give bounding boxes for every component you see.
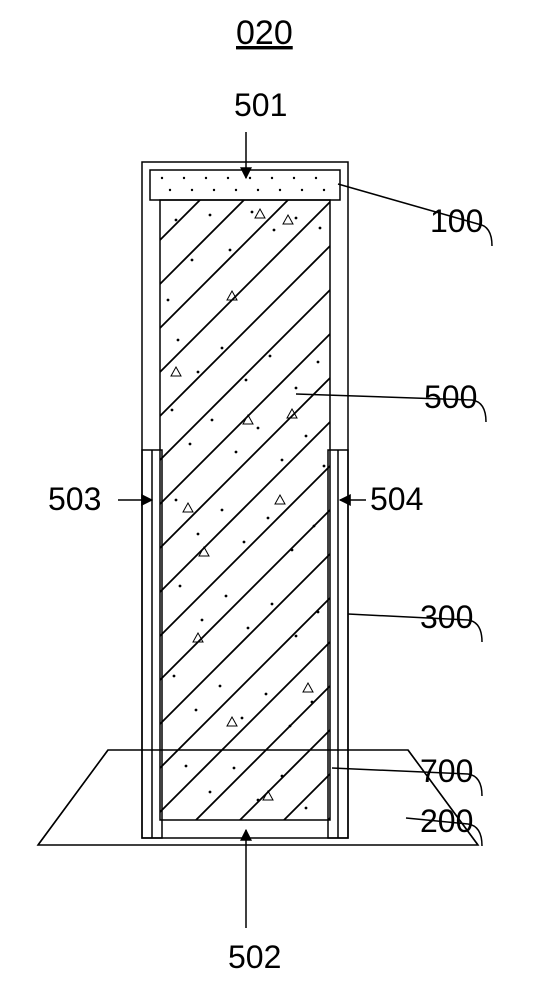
label-502: 502 (228, 939, 281, 975)
label-300: 300 (420, 599, 473, 635)
label-500: 500 (424, 379, 477, 415)
label-700: 700 (420, 753, 473, 789)
label-200: 200 (420, 803, 473, 839)
label-504: 504 (370, 481, 423, 517)
label-100: 100 (430, 203, 483, 239)
label-503: 503 (48, 481, 101, 517)
figure-title: 020 (236, 14, 293, 52)
label-501: 501 (234, 87, 287, 123)
